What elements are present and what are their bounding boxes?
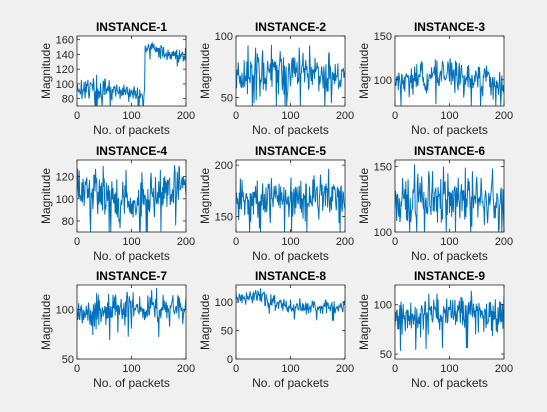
subplot-7: 0 100 200 50 100 INSTANCE-7 No. of packets Magn… <box>39 269 195 390</box>
y-tick-label: 100 <box>215 297 233 309</box>
y-tick-label: 80 <box>62 216 74 228</box>
y-tick-label: 100 <box>215 31 233 43</box>
y-tick-label: 80 <box>62 94 74 106</box>
y-tick-label: 150 <box>374 162 392 174</box>
y-tick-label: 120 <box>56 64 74 76</box>
x-tick-label: 0 <box>233 236 239 248</box>
x-tick-label: 0 <box>74 236 80 248</box>
subplot-4: 0 100 200 80 100 120 INSTANCE-4 No. of packets M… <box>39 144 195 263</box>
y-axis-label: Magnitude <box>39 294 53 350</box>
series-line <box>77 165 186 232</box>
y-tick-label: 120 <box>56 172 74 184</box>
x-tick-label: 100 <box>440 236 458 248</box>
x-tick-label: 100 <box>122 110 140 122</box>
x-axis-label: No. of packets <box>252 123 329 137</box>
chart-title: INSTANCE-8 <box>255 269 326 283</box>
chart-title: INSTANCE-6 <box>414 144 485 158</box>
subplot-3: 0 100 200 100 150 INSTANCE-3 No. of packets Mag… <box>357 20 513 137</box>
plot-area <box>77 36 186 106</box>
x-axis-label: No. of packets <box>252 249 329 263</box>
x-tick-label: 100 <box>122 363 140 375</box>
y-axis-label: Magnitude <box>198 168 212 224</box>
y-axis-label: Magnitude <box>357 168 371 224</box>
y-tick-label: 100 <box>374 75 392 87</box>
series-line <box>236 288 345 321</box>
x-tick-label: 200 <box>336 363 354 375</box>
y-tick-label: 140 <box>56 49 74 61</box>
chart-title: INSTANCE-3 <box>414 20 485 34</box>
series-line <box>395 58 504 106</box>
y-axis-label: Magnitude <box>39 168 53 224</box>
x-tick-label: 200 <box>336 236 354 248</box>
y-tick-label: 100 <box>56 305 74 317</box>
chart-title: INSTANCE-1 <box>96 20 167 34</box>
x-tick-label: 100 <box>440 110 458 122</box>
x-tick-label: 0 <box>233 110 239 122</box>
chart-title: INSTANCE-4 <box>96 144 167 158</box>
series-line <box>395 290 504 351</box>
y-tick-label: 50 <box>62 354 74 366</box>
x-tick-label: 0 <box>392 236 398 248</box>
x-tick-label: 200 <box>495 363 513 375</box>
y-tick-label: 100 <box>374 300 392 312</box>
x-axis-label: No. of packets <box>252 376 329 390</box>
x-tick-label: 100 <box>440 363 458 375</box>
x-tick-label: 100 <box>281 236 299 248</box>
y-tick-label: 150 <box>215 212 233 224</box>
y-axis-label: Magnitude <box>198 294 212 350</box>
x-tick-label: 0 <box>233 363 239 375</box>
chart-title: INSTANCE-7 <box>96 269 167 283</box>
x-axis-label: No. of packets <box>93 376 170 390</box>
series-line <box>77 42 186 106</box>
y-tick-label: 200 <box>215 160 233 172</box>
series-line <box>236 44 345 106</box>
y-tick-label: 150 <box>374 31 392 43</box>
y-tick-label: 0 <box>227 354 233 366</box>
x-axis-label: No. of packets <box>93 123 170 137</box>
series-line <box>395 164 504 232</box>
x-axis-label: No. of packets <box>93 249 170 263</box>
x-tick-label: 100 <box>122 236 140 248</box>
chart-title: INSTANCE-2 <box>255 20 326 34</box>
subplot-1: 0 100 200 80 100 120 140 160 INSTANCE-1 No. of pa… <box>39 20 195 137</box>
series-line <box>77 287 186 341</box>
y-tick-label: 50 <box>221 92 233 104</box>
x-tick-label: 200 <box>177 236 195 248</box>
subplot-2: 0 100 200 50 100 INSTANCE-2 No. of packets Magn… <box>198 20 354 137</box>
chart-title: INSTANCE-9 <box>414 269 485 283</box>
x-tick-label: 200 <box>495 236 513 248</box>
y-axis-label: Magnitude <box>357 294 371 350</box>
x-tick-label: 0 <box>74 110 80 122</box>
y-axis-label: Magnitude <box>357 43 371 99</box>
y-axis-label: Magnitude <box>39 43 53 99</box>
subplot-5: 0 100 200 150 200 INSTANCE-5 No. of packets Mag… <box>198 144 354 263</box>
x-tick-label: 0 <box>392 110 398 122</box>
series-line <box>236 168 345 232</box>
y-tick-label: 100 <box>56 79 74 91</box>
subplot-9: 0 100 200 50 100 INSTANCE-9 No. of packets Magn… <box>357 269 513 390</box>
subplot-8: 0 100 200 0 50 100 INSTANCE-8 No. of packets Mag… <box>198 269 354 390</box>
x-tick-label: 200 <box>177 363 195 375</box>
x-axis-label: No. of packets <box>411 376 488 390</box>
y-axis-label: Magnitude <box>198 43 212 99</box>
y-tick-label: 50 <box>380 349 392 361</box>
x-tick-label: 200 <box>177 110 195 122</box>
x-tick-label: 100 <box>281 110 299 122</box>
x-tick-label: 100 <box>281 363 299 375</box>
x-axis-label: No. of packets <box>411 249 488 263</box>
x-tick-label: 0 <box>74 363 80 375</box>
x-axis-label: No. of packets <box>411 123 488 137</box>
y-tick-label: 50 <box>221 326 233 338</box>
y-tick-label: 100 <box>56 194 74 206</box>
x-tick-label: 200 <box>495 110 513 122</box>
x-tick-label: 200 <box>336 110 354 122</box>
x-tick-label: 0 <box>392 363 398 375</box>
chart-title: INSTANCE-5 <box>255 144 326 158</box>
y-tick-label: 160 <box>56 35 74 47</box>
y-tick-label: 100 <box>374 227 392 239</box>
